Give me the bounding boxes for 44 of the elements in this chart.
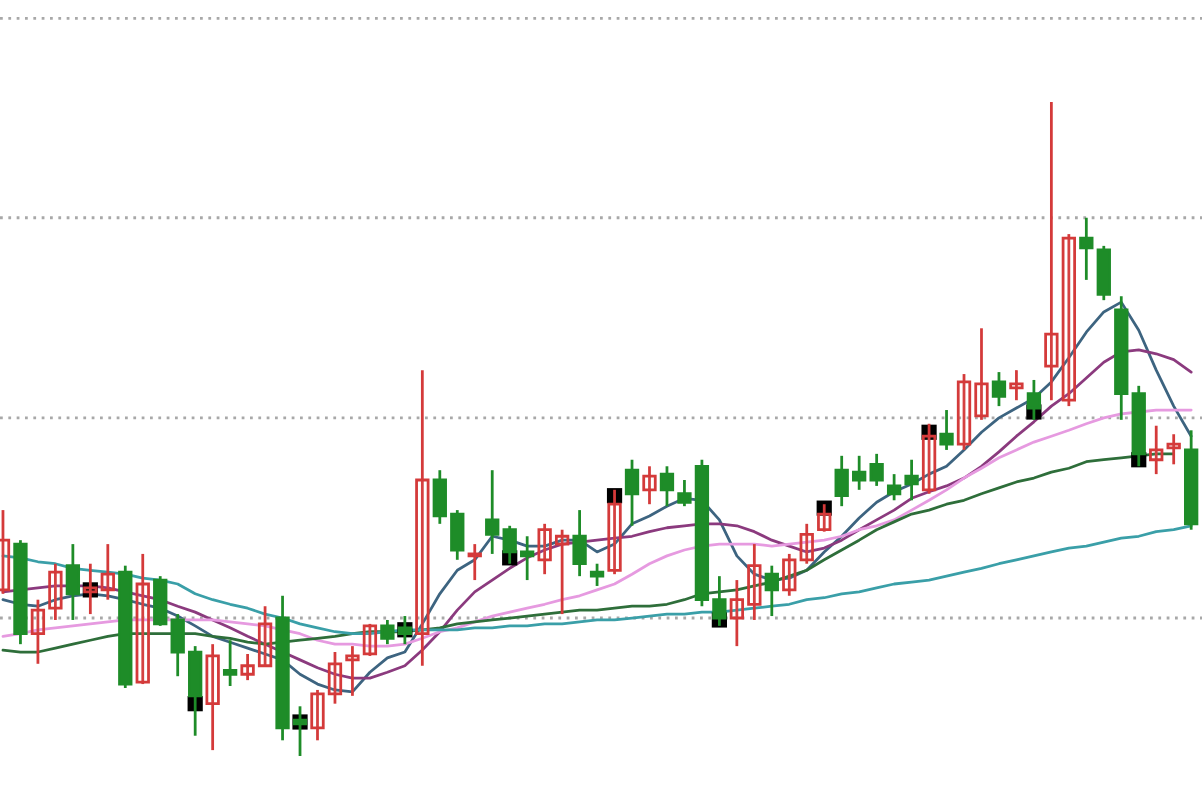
candlestick (467, 542, 482, 582)
candlestick (48, 562, 63, 622)
candlestick (537, 522, 552, 576)
candlestick (1149, 424, 1164, 476)
candlestick (415, 368, 430, 668)
candlestick (257, 604, 273, 668)
candlestick (65, 542, 81, 622)
candlestick (747, 542, 762, 622)
candlestick (921, 422, 937, 496)
candlestick (939, 408, 954, 452)
candlestick (659, 464, 675, 508)
candlestick (554, 528, 570, 616)
candlestick (153, 574, 168, 628)
candlestick (624, 458, 640, 528)
candlestick (485, 468, 500, 556)
candlestick (764, 564, 779, 618)
candlestick (205, 642, 220, 752)
candlestick (799, 522, 814, 566)
candlestick (572, 508, 587, 578)
candlestick (362, 622, 378, 658)
candlestick (956, 372, 972, 452)
candlestick (974, 326, 989, 422)
candlestick (589, 562, 605, 588)
candlestick (1061, 232, 1077, 408)
candlestick (1044, 100, 1059, 402)
candlestick (904, 458, 919, 502)
candlestick (100, 542, 115, 602)
candlestick (642, 464, 657, 506)
candlestick (83, 562, 98, 616)
candlestick (991, 370, 1007, 408)
candlestick (1009, 368, 1024, 402)
candlestick (1166, 432, 1181, 466)
candlestick (886, 472, 902, 502)
candlestick (135, 552, 150, 686)
candlestick (729, 578, 745, 648)
candlestick (782, 552, 797, 598)
candlestick (30, 598, 46, 666)
candlestick (240, 652, 255, 682)
candlestick (310, 688, 325, 742)
candlestick (345, 644, 360, 698)
candlestick (1096, 244, 1111, 302)
candlestick (222, 638, 238, 688)
candlestick (1079, 216, 1094, 282)
candlestick (327, 650, 343, 706)
